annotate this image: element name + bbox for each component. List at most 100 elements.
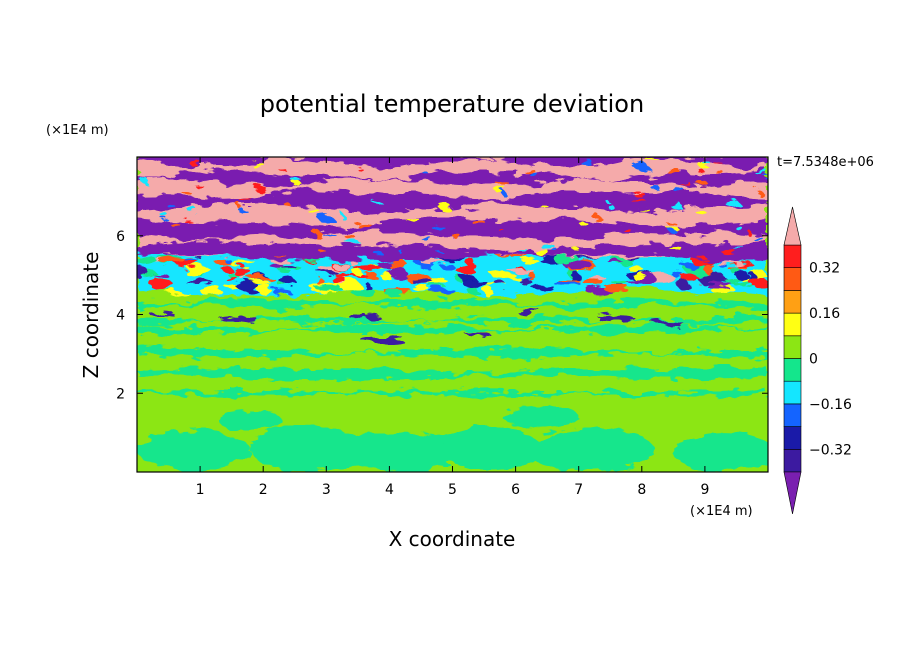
turbulent-patch xyxy=(567,261,593,270)
edge-speckle xyxy=(720,248,736,254)
colorbar-extend-min xyxy=(783,471,802,515)
cold-blob xyxy=(361,336,406,344)
edge-speckle xyxy=(319,216,335,223)
edge-speckle xyxy=(438,203,452,210)
cold-stripe xyxy=(137,157,768,168)
turbulent-patch xyxy=(429,288,456,295)
edge-speckle xyxy=(372,200,383,205)
edge-speckle xyxy=(341,214,346,220)
x-tick-label: 2 xyxy=(259,482,268,498)
edge-speckle xyxy=(431,225,445,230)
turbulent-patch xyxy=(247,276,275,281)
turbulent-patch xyxy=(158,257,187,264)
convective-cell xyxy=(338,432,466,472)
edge-speckle xyxy=(188,208,199,214)
edge-speckle xyxy=(579,221,588,227)
turbulent-patch xyxy=(411,284,429,291)
turbulent-patch xyxy=(351,287,376,298)
edge-speckle xyxy=(648,182,657,188)
turbulent-patch xyxy=(466,257,475,268)
turbulent-patch xyxy=(530,285,554,289)
turbulent-patch xyxy=(676,278,689,290)
edge-speckle xyxy=(669,228,676,233)
edge-speckle xyxy=(723,198,738,205)
turbulent-patch xyxy=(462,278,488,288)
turbulent-patch xyxy=(671,270,683,277)
turbulent-patch xyxy=(384,287,403,297)
edge-speckle xyxy=(140,177,149,184)
contour-field xyxy=(137,157,768,472)
turbulent-patch xyxy=(516,275,527,281)
x-tick-label: 1 xyxy=(196,482,205,498)
y-tick-label: 6 xyxy=(116,229,125,245)
turbulent-patch xyxy=(278,276,295,284)
y-tick-label: 4 xyxy=(116,308,125,324)
edge-speckle xyxy=(571,247,580,251)
convective-cell xyxy=(439,426,541,471)
turbulent-patch xyxy=(318,270,339,275)
colorbar-tick-label: 0.16 xyxy=(809,306,840,322)
turbulent-patch xyxy=(705,282,733,288)
turbulent-patch xyxy=(467,286,478,295)
edge-speckle xyxy=(162,218,169,221)
edge-speckle xyxy=(420,237,433,241)
turbulent-patch xyxy=(149,279,174,290)
x-axis-label: X coordinate xyxy=(389,527,516,551)
edge-speckle xyxy=(344,240,361,244)
edge-speckle xyxy=(374,251,383,257)
edge-speckle xyxy=(313,232,323,238)
turbulent-patch xyxy=(273,289,292,296)
turbulent-patch xyxy=(680,273,698,281)
edge-speckle xyxy=(495,180,509,186)
cold-stripe xyxy=(137,218,768,241)
edge-speckle xyxy=(668,246,683,250)
convective-cell xyxy=(137,430,251,471)
edge-speckle xyxy=(452,232,460,238)
edge-speckle xyxy=(283,201,290,206)
edge-speckle xyxy=(755,172,768,175)
turbulent-patch xyxy=(640,274,657,284)
turbulent-patch xyxy=(455,265,473,274)
edge-speckle xyxy=(606,202,612,208)
turbulent-patch xyxy=(428,283,446,289)
edge-speckle xyxy=(171,223,181,228)
turbulent-patch xyxy=(482,286,494,297)
edge-speckle xyxy=(523,168,535,173)
edge-speckle xyxy=(188,159,201,166)
edge-speckle xyxy=(161,212,168,219)
turbulent-patch xyxy=(332,262,351,271)
turbulent-patch xyxy=(590,276,607,281)
teal-streak xyxy=(137,297,768,310)
x-unit-label: (×1E4 m) xyxy=(690,504,753,519)
turbulent-patch xyxy=(314,285,342,291)
turbulent-patch xyxy=(353,265,381,270)
turbulent-patch xyxy=(256,283,272,294)
teal-streak xyxy=(137,347,768,359)
colorbar-box xyxy=(783,267,802,291)
colorbar-tick-label: 0.32 xyxy=(809,261,840,277)
turbulent-patch xyxy=(199,286,223,296)
turbulent-patch xyxy=(734,271,749,280)
turbulent-patch xyxy=(194,255,202,259)
teal-streak xyxy=(137,315,768,326)
edge-speckle xyxy=(581,160,594,167)
edge-speckle xyxy=(746,230,752,236)
turbulent-patch xyxy=(334,273,351,278)
teal-streak xyxy=(137,323,768,335)
convective-cell xyxy=(673,432,768,472)
turbulent-patch xyxy=(166,291,189,295)
edge-speckle xyxy=(355,222,372,227)
edge-speckle xyxy=(643,157,660,161)
edge-speckle xyxy=(270,252,284,255)
turbulent-patch xyxy=(747,278,768,285)
colorbar-box xyxy=(783,358,802,382)
edge-speckle xyxy=(344,234,356,239)
turbulent-patch xyxy=(723,276,741,281)
edge-speckle xyxy=(253,160,262,165)
x-tick-label: 3 xyxy=(322,482,331,498)
edge-speckle xyxy=(323,235,339,238)
turbulent-patch xyxy=(364,271,377,280)
teal-streak xyxy=(137,367,768,381)
edge-speckle xyxy=(436,251,444,254)
edge-speckle xyxy=(631,198,646,203)
